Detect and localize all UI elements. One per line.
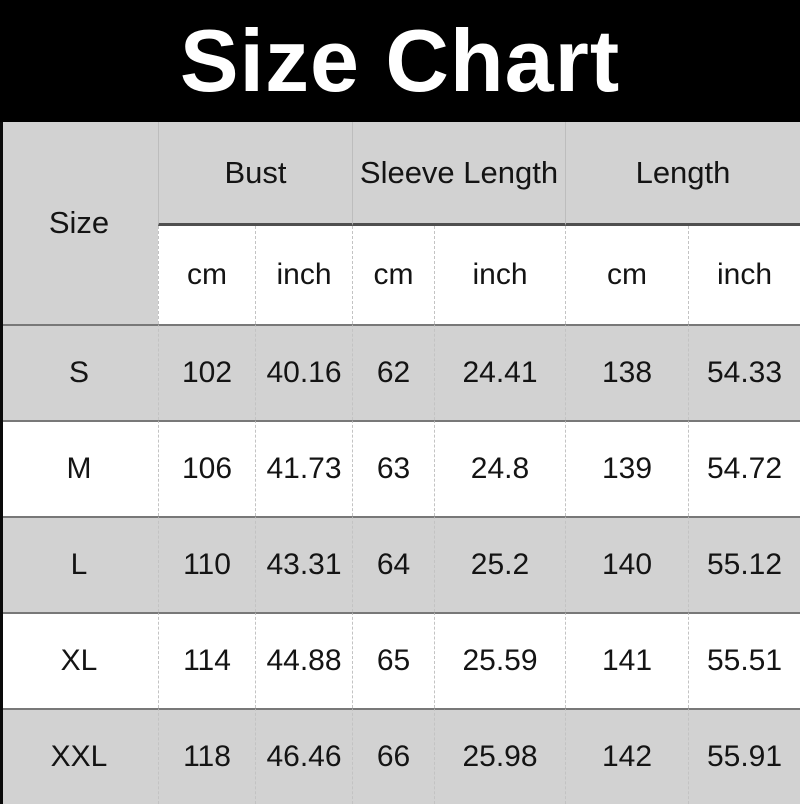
table-cell: 63 bbox=[352, 420, 434, 516]
table-cell: 43.31 bbox=[255, 516, 352, 612]
table-cell: 54.33 bbox=[688, 324, 800, 420]
table-cell: 24.8 bbox=[434, 420, 565, 516]
table-cell: 55.91 bbox=[688, 708, 800, 804]
table-cell: 114 bbox=[158, 612, 255, 708]
size-label: XL bbox=[0, 612, 158, 708]
size-label: XXL bbox=[0, 708, 158, 804]
size-label: M bbox=[0, 420, 158, 516]
table-cell: 110 bbox=[158, 516, 255, 612]
table-cell: 139 bbox=[565, 420, 688, 516]
table-cell: 46.46 bbox=[255, 708, 352, 804]
table-cell: 118 bbox=[158, 708, 255, 804]
table-cell: 65 bbox=[352, 612, 434, 708]
unit-header-bust-cm: cm bbox=[158, 226, 255, 324]
size-chart-table: Size Bust Sleeve Length Length cm inch c… bbox=[0, 122, 800, 804]
unit-header-length-inch: inch bbox=[688, 226, 800, 324]
unit-header-sleeve-inch: inch bbox=[434, 226, 565, 324]
table-cell: 40.16 bbox=[255, 324, 352, 420]
unit-header-length-cm: cm bbox=[565, 226, 688, 324]
table-cell: 106 bbox=[158, 420, 255, 516]
table-cell: 55.51 bbox=[688, 612, 800, 708]
size-label: S bbox=[0, 324, 158, 420]
table-cell: 25.98 bbox=[434, 708, 565, 804]
size-label: L bbox=[0, 516, 158, 612]
table-cell: 54.72 bbox=[688, 420, 800, 516]
table-cell: 141 bbox=[565, 612, 688, 708]
table-cell: 66 bbox=[352, 708, 434, 804]
title-banner: Size Chart bbox=[0, 0, 800, 122]
unit-header-sleeve-cm: cm bbox=[352, 226, 434, 324]
group-header-sleeve-length: Sleeve Length bbox=[352, 122, 565, 226]
group-header-bust: Bust bbox=[158, 122, 352, 226]
table-cell: 25.2 bbox=[434, 516, 565, 612]
table-cell: 24.41 bbox=[434, 324, 565, 420]
table-cell: 62 bbox=[352, 324, 434, 420]
unit-header-bust-inch: inch bbox=[255, 226, 352, 324]
table-cell: 44.88 bbox=[255, 612, 352, 708]
table-cell: 138 bbox=[565, 324, 688, 420]
table-cell: 142 bbox=[565, 708, 688, 804]
table-left-border bbox=[0, 122, 3, 804]
table-cell: 102 bbox=[158, 324, 255, 420]
corner-header-size: Size bbox=[0, 122, 158, 324]
table-cell: 64 bbox=[352, 516, 434, 612]
table-cell: 41.73 bbox=[255, 420, 352, 516]
table-cell: 140 bbox=[565, 516, 688, 612]
page-title: Size Chart bbox=[179, 11, 621, 110]
table-cell: 55.12 bbox=[688, 516, 800, 612]
group-header-length: Length bbox=[565, 122, 800, 226]
table-cell: 25.59 bbox=[434, 612, 565, 708]
